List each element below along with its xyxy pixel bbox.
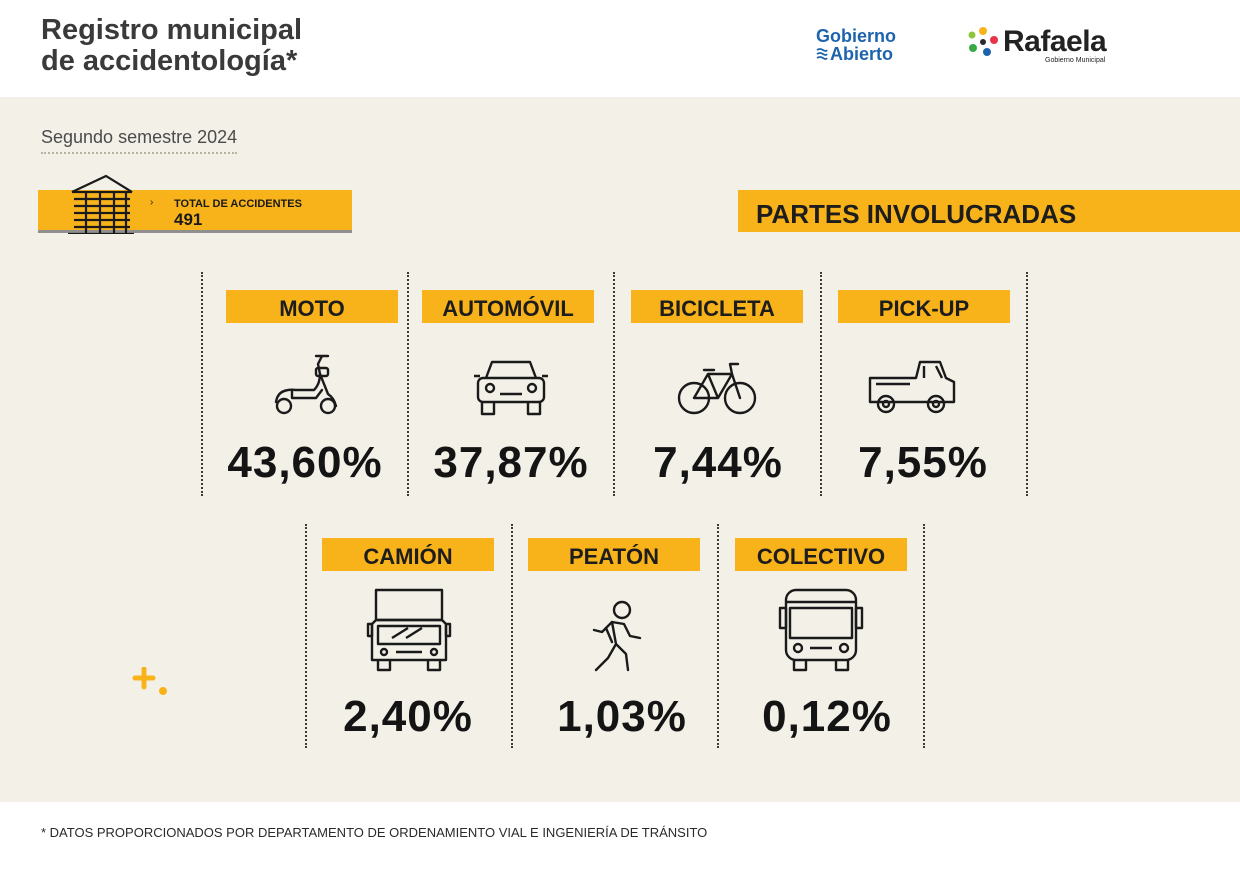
car-icon bbox=[466, 350, 556, 420]
rafaela-logo: Rafaela Gobierno Municipal bbox=[965, 24, 1125, 68]
bicycle-icon bbox=[672, 350, 762, 420]
total-accidents-value: 491 bbox=[174, 210, 203, 229]
separator bbox=[613, 272, 615, 496]
category-label: PICK-UP bbox=[838, 290, 1010, 323]
period-label: Segundo semestre 2024 bbox=[41, 127, 238, 154]
separator bbox=[717, 524, 719, 748]
category-label: AUTOMÓVIL bbox=[422, 290, 594, 323]
separator bbox=[305, 524, 307, 748]
waves-icon bbox=[816, 48, 828, 60]
category-percent: 0,12% bbox=[762, 692, 892, 741]
bus-icon bbox=[776, 588, 866, 672]
total-accidents-banner: › TOTAL DE ACCIDENTES 491 bbox=[38, 174, 352, 234]
category-percent: 1,03% bbox=[557, 692, 687, 741]
footer bbox=[0, 802, 1240, 877]
category-label: PEATÓN bbox=[528, 538, 700, 571]
category-percent: 7,44% bbox=[653, 438, 783, 487]
rafaela-flower-icon bbox=[968, 27, 998, 56]
separator bbox=[820, 272, 822, 496]
decorative-plus-icon bbox=[132, 667, 167, 695]
truck-icon bbox=[364, 588, 454, 672]
category-percent: 43,60% bbox=[227, 438, 383, 487]
separator bbox=[407, 272, 409, 496]
page-title: Registro municipal de accidentología* bbox=[41, 14, 303, 77]
footnote: * DATOS PROPORCIONADOS POR DEPARTAMENTO … bbox=[41, 825, 708, 840]
section-banner: PARTES INVOLUCRADAS bbox=[738, 190, 1240, 232]
pedestrian-icon bbox=[572, 598, 662, 672]
gobierno-abierto-line1: Gobierno bbox=[816, 26, 896, 46]
separator bbox=[1026, 272, 1028, 496]
chevron-right-icon: › bbox=[150, 197, 154, 208]
rafaela-logo-name: Rafaela bbox=[1003, 25, 1107, 58]
separator bbox=[511, 524, 513, 748]
category-percent: 7,55% bbox=[858, 438, 988, 487]
category-percent: 37,87% bbox=[433, 438, 589, 487]
pickup-truck-icon bbox=[866, 350, 956, 420]
category-label: BICICLETA bbox=[631, 290, 803, 323]
separator bbox=[923, 524, 925, 748]
header: Registro municipal de accidentología* Go… bbox=[0, 0, 1240, 97]
category-label: CAMIÓN bbox=[322, 538, 494, 571]
section-title: PARTES INVOLUCRADAS bbox=[756, 199, 1077, 229]
gobierno-abierto-logo: Gobierno Abierto bbox=[816, 27, 896, 63]
rafaela-logo-subtitle: Gobierno Municipal bbox=[1045, 57, 1106, 64]
category-label: MOTO bbox=[226, 290, 398, 323]
separator bbox=[201, 272, 203, 496]
gobierno-abierto-line2: Abierto bbox=[830, 44, 893, 64]
scooter-icon bbox=[262, 350, 352, 420]
building-icon bbox=[68, 174, 134, 234]
total-accidents-label: TOTAL DE ACCIDENTES bbox=[174, 198, 302, 210]
category-percent: 2,40% bbox=[343, 692, 473, 741]
category-label: COLECTIVO bbox=[735, 538, 907, 571]
